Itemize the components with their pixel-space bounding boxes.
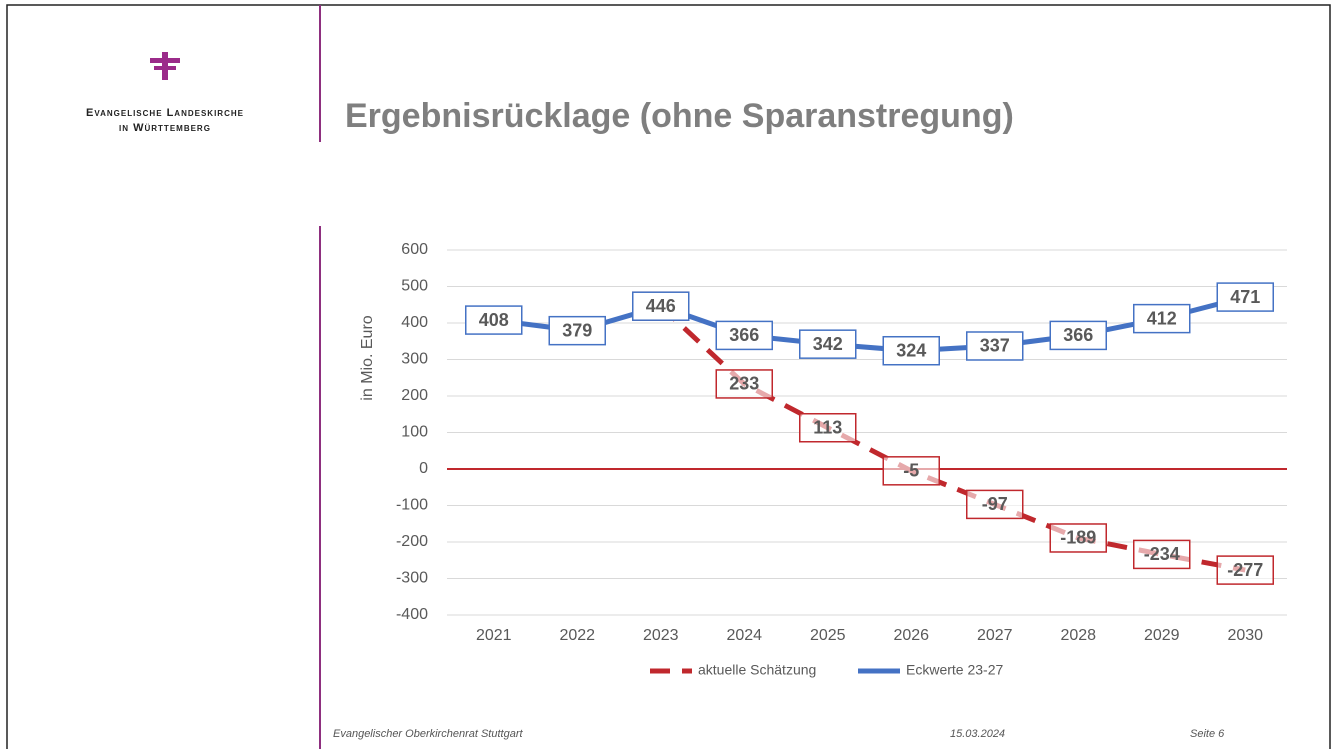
slide-border xyxy=(6,4,1331,749)
data-label: 233 xyxy=(729,374,759,394)
series-line xyxy=(493,294,1246,354)
data-label: 113 xyxy=(813,418,842,438)
data-label-box xyxy=(966,489,1024,520)
data-label: 379 xyxy=(562,320,592,340)
data-label-box xyxy=(882,456,940,486)
data-label-box xyxy=(465,305,523,335)
data-label: -97 xyxy=(982,494,1008,514)
data-label-box xyxy=(799,413,857,443)
data-label: -189 xyxy=(1060,528,1096,548)
slide-title: Ergebnisrücklage (ohne Sparanstregung) xyxy=(345,97,1014,135)
data-label: 412 xyxy=(1147,308,1177,328)
data-label-box xyxy=(1216,555,1274,585)
data-label-box xyxy=(548,315,606,346)
data-label-box xyxy=(882,335,940,366)
data-label: 337 xyxy=(980,336,1010,356)
y-tick-label: 0 xyxy=(419,460,428,477)
data-label-box xyxy=(632,291,690,321)
data-label: -277 xyxy=(1227,560,1263,580)
data-label: 324 xyxy=(896,340,926,360)
y-tick-label: -100 xyxy=(396,497,428,514)
data-label: -5 xyxy=(903,461,919,481)
data-label-box xyxy=(715,320,773,351)
y-tick-label: -200 xyxy=(396,533,428,550)
y-tick-label: 300 xyxy=(401,351,428,368)
x-tick-label: 2024 xyxy=(726,627,762,644)
data-label: 446 xyxy=(646,296,676,316)
x-tick-label: 2029 xyxy=(1144,627,1180,644)
y-axis-label: in Mio. Euro xyxy=(359,315,376,400)
data-label-box xyxy=(1133,539,1191,570)
y-tick-label: 400 xyxy=(401,314,428,331)
data-label-box xyxy=(1133,303,1191,334)
y-tick-label: -400 xyxy=(396,606,428,623)
x-tick-label: 2022 xyxy=(559,627,595,644)
data-label-box xyxy=(1216,282,1274,312)
y-tick-label: 200 xyxy=(401,387,428,404)
x-tick-label: 2025 xyxy=(810,627,846,644)
x-tick-label: 2021 xyxy=(476,627,512,644)
x-tick-label: 2023 xyxy=(643,627,679,644)
y-tick-label: 100 xyxy=(401,424,428,441)
footer-date: 15.03.2024 xyxy=(950,728,1005,740)
footer-text: Evangelischer Oberkirchenrat Stuttgart xyxy=(333,728,523,740)
x-tick-label: 2028 xyxy=(1060,627,1096,644)
data-label: 366 xyxy=(729,325,759,345)
data-label: 366 xyxy=(1063,325,1093,345)
data-label-box xyxy=(1049,320,1107,351)
y-tick-label: 500 xyxy=(401,278,428,295)
data-label-box xyxy=(799,329,857,359)
data-label: 408 xyxy=(479,310,509,330)
data-label-box xyxy=(966,331,1024,361)
org-name: in Württemberg xyxy=(119,122,211,134)
x-tick-label: 2030 xyxy=(1227,627,1263,644)
logo-cross xyxy=(150,52,180,80)
data-label: 342 xyxy=(813,334,843,354)
x-tick-label: 2027 xyxy=(977,627,1013,644)
org-name: Evangelische Landeskirche xyxy=(86,107,244,119)
x-tick-label: 2026 xyxy=(893,627,929,644)
y-tick-label: -300 xyxy=(396,570,428,587)
footer-page: Seite 6 xyxy=(1190,728,1225,740)
data-label: -234 xyxy=(1144,544,1180,564)
legend-label: Eckwerte 23-27 xyxy=(906,662,1003,678)
legend-label: aktuelle Schätzung xyxy=(698,662,816,678)
data-label: 471 xyxy=(1230,287,1260,307)
y-tick-label: 600 xyxy=(401,241,428,258)
data-label-box xyxy=(1049,523,1107,553)
data-label-box xyxy=(715,369,773,399)
